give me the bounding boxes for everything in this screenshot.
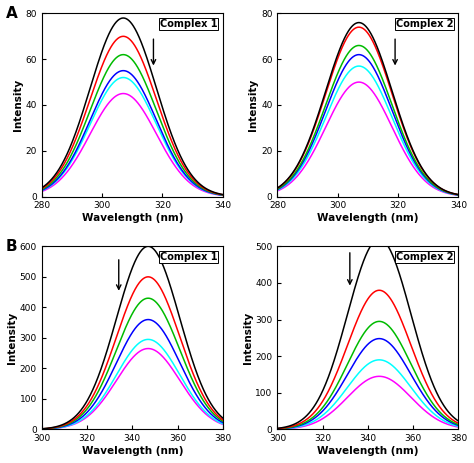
Y-axis label: Intensity: Intensity	[243, 312, 253, 364]
Text: B: B	[6, 239, 17, 254]
Text: Complex 1: Complex 1	[160, 19, 218, 29]
X-axis label: Wavelength (nm): Wavelength (nm)	[82, 213, 183, 223]
Text: Complex 1: Complex 1	[160, 252, 218, 262]
X-axis label: Wavelength (nm): Wavelength (nm)	[317, 213, 419, 223]
X-axis label: Wavelength (nm): Wavelength (nm)	[317, 446, 419, 456]
Text: A: A	[6, 6, 18, 21]
Y-axis label: Intensity: Intensity	[248, 79, 258, 131]
Text: Complex 2: Complex 2	[395, 252, 453, 262]
Text: Complex 2: Complex 2	[395, 19, 453, 29]
X-axis label: Wavelength (nm): Wavelength (nm)	[82, 446, 183, 456]
Y-axis label: Intensity: Intensity	[13, 79, 23, 131]
Y-axis label: Intensity: Intensity	[7, 312, 17, 364]
